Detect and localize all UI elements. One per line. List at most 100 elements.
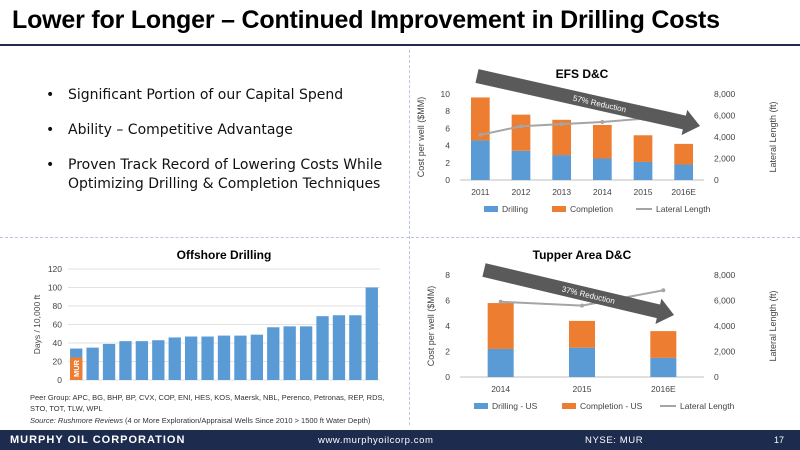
- y-tick-label: 8: [445, 106, 450, 116]
- offshore-bar: [234, 335, 247, 380]
- bullet-list: Significant Portion of our Capital Spend…: [46, 86, 396, 210]
- bar-drilling: [592, 158, 612, 180]
- y-tick-label: 4: [445, 141, 450, 151]
- y-tick-label: 40: [53, 338, 63, 348]
- x-tick-label: 2016E: [671, 187, 696, 197]
- offshore-bar: [152, 340, 165, 380]
- bar-drilling: [674, 164, 694, 180]
- bar-drilling: [552, 155, 572, 180]
- mur-highlight: [70, 357, 83, 380]
- offshore-bar: [102, 343, 116, 380]
- offshore-bar: [135, 341, 149, 380]
- peer-group-note: Peer Group: APC, BG, BHP, BP, CVX, COP, …: [30, 393, 385, 413]
- slide-title: Lower for Longer – Continued Improvement…: [12, 6, 720, 34]
- bar-completion: [592, 124, 612, 159]
- legend-swatch-drilling: [474, 403, 488, 409]
- y-tick-label: 80: [53, 301, 63, 311]
- page-number: 17: [774, 435, 785, 445]
- title-rule: [0, 44, 800, 46]
- y-tick-label: 0: [445, 372, 450, 382]
- source-prefix: Source: Rushmore Reviews: [30, 416, 123, 425]
- footer-bar: MURPHY OIL CORPORATION www.murphyoilcorp…: [0, 430, 800, 450]
- y-tick-label: 20: [53, 357, 63, 367]
- y-tick-label: 6: [445, 296, 450, 306]
- x-tick-label: 2015: [634, 187, 653, 197]
- y-tick-label: 2: [445, 158, 450, 168]
- horizontal-divider: [0, 237, 800, 238]
- bar-drilling: [470, 140, 490, 180]
- offshore-bar: [86, 347, 99, 380]
- bar-completion: [633, 135, 653, 162]
- y-tick-label: 120: [48, 264, 62, 274]
- legend-label: Lateral Length: [656, 204, 711, 214]
- bar-completion: [487, 303, 514, 349]
- lateral-length-point: [478, 132, 483, 137]
- legend-label: Drilling - US: [492, 401, 538, 411]
- footer-url[interactable]: www.murphyoilcorp.com: [318, 435, 434, 446]
- y2-tick-label: 6,000: [714, 111, 736, 121]
- bar-completion: [552, 119, 572, 156]
- bar-drilling: [487, 348, 514, 377]
- y2-tick-label: 2,000: [714, 154, 736, 164]
- lateral-length-point: [559, 122, 564, 127]
- legend-label: Drilling: [502, 204, 528, 214]
- offshore-bar: [119, 341, 132, 380]
- lateral-length-point: [519, 124, 523, 129]
- y-tick-label: 6: [445, 123, 450, 133]
- y2-axis-title: Lateral Length (ft): [768, 290, 778, 361]
- tupper-chart-svg: Tupper Area D&C 0 2 4 6 8 0 2,000 4,000 6,000 8,00…: [426, 248, 778, 411]
- lateral-length-point: [600, 119, 605, 124]
- source-detail: (4 or More Exploration/Appraisal Wells S…: [125, 416, 371, 425]
- y2-tick-label: 4,000: [714, 132, 736, 142]
- bar-drilling: [568, 347, 596, 377]
- y-tick-label: 4: [445, 321, 450, 331]
- tupper-chart: Tupper Area D&C 0 2 4 6 8 0 2,000 4,000 6,000 8,00…: [412, 242, 792, 420]
- reduction-arrow-shape: [475, 69, 701, 136]
- legend-swatch-completion: [552, 206, 566, 212]
- x-tick-label: 2013: [552, 187, 571, 197]
- y-tick-label: 10: [441, 89, 451, 99]
- offshore-bar: [349, 315, 362, 380]
- legend-label: Completion: [570, 204, 613, 214]
- lateral-length-point: [661, 288, 666, 293]
- y-tick-label: 0: [57, 375, 62, 385]
- y-tick-label: 60: [53, 320, 63, 330]
- offshore-bar: [217, 335, 231, 380]
- bullet-item: Ability – Competitive Advantage: [46, 121, 396, 140]
- offshore-bar: [283, 326, 296, 380]
- legend-swatch-completion: [562, 403, 576, 409]
- legend-label: Lateral Length: [680, 401, 735, 411]
- y2-tick-label: 0: [714, 372, 719, 382]
- x-tick-label: 2014: [491, 384, 510, 394]
- reduction-arrow-shape: [482, 263, 674, 324]
- bullet-item: Significant Portion of our Capital Spend: [46, 86, 396, 105]
- vertical-divider: [409, 50, 410, 425]
- x-tick-label: 2014: [593, 187, 612, 197]
- offshore-chart: Offshore Drilling 0 20 40 60 80 100 120 Days / 1…: [20, 242, 390, 390]
- offshore-bar: [250, 334, 263, 380]
- chart-title: EFS D&C: [556, 67, 609, 81]
- bar-completion: [674, 143, 694, 165]
- bar-drilling: [511, 150, 531, 180]
- bullet-item: Proven Track Record of Lowering Costs Wh…: [46, 156, 396, 194]
- y2-tick-label: 8,000: [714, 270, 736, 280]
- y-axis-title: Cost per well ($MM): [416, 97, 426, 178]
- offshore-bar: [185, 336, 198, 380]
- legend-swatch-drilling: [484, 206, 498, 212]
- footer-ticker: NYSE: MUR: [585, 435, 644, 446]
- y2-tick-label: 8,000: [714, 89, 736, 99]
- efs-chart-svg: EFS D&C 0 2 4 6 8 10 0 2,000 4,000 6,000 8,000 Cost …: [416, 67, 778, 214]
- bar-drilling: [633, 161, 653, 180]
- legend-label: Completion - US: [580, 401, 643, 411]
- bar-completion: [568, 320, 596, 348]
- footer-company: MURPHY OIL CORPORATION: [10, 434, 186, 446]
- offshore-bar: [267, 327, 280, 380]
- y-axis-title: Cost per well ($MM): [426, 286, 436, 367]
- y2-tick-label: 6,000: [714, 296, 736, 306]
- bar-completion: [470, 97, 490, 141]
- x-tick-label: 2011: [471, 187, 490, 197]
- bar-completion: [650, 331, 677, 358]
- y-axis-title: Days / 10,000 ft: [32, 294, 42, 354]
- efs-chart: EFS D&C 0 2 4 6 8 10 0 2,000 4,000 6,000 8,000 Cost …: [412, 58, 792, 233]
- y2-tick-label: 4,000: [714, 321, 736, 331]
